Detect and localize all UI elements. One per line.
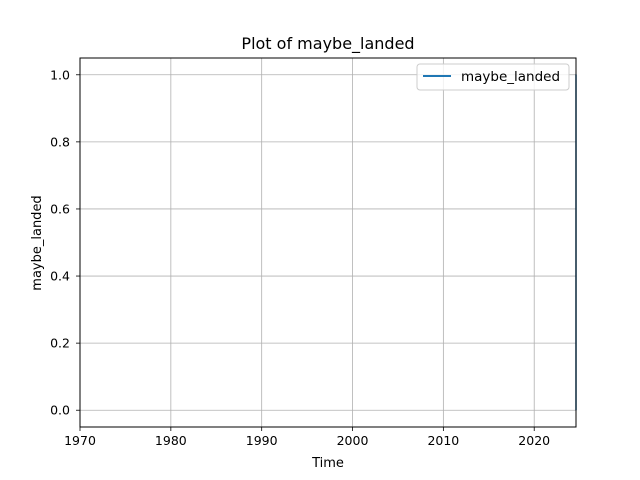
- legend: maybe_landed: [416, 63, 570, 91]
- y-tick-label: 0.6: [50, 201, 70, 216]
- x-tick-label: 1990: [246, 433, 278, 448]
- grid-layer: [79, 58, 576, 427]
- plot-frame: [79, 57, 577, 428]
- legend-box: [416, 63, 570, 91]
- x-axis-label: Time: [311, 456, 344, 471]
- y-tick-label: 0.0: [50, 403, 70, 418]
- legend-label: maybe_landed: [461, 69, 560, 85]
- y-tick-label: 0.8: [50, 134, 70, 149]
- y-tick-label: 0.2: [50, 336, 70, 351]
- y-tick-label: 0.4: [50, 269, 70, 284]
- x-tick-label: 2020: [518, 433, 550, 448]
- y-tick-label: 1.0: [50, 67, 70, 82]
- tick-layer: 1970 1980 1990 2000 2010 2020 0.0 0.2 0.4 0.6 0.8 1…: [50, 67, 550, 448]
- y-axis-label: maybe_landed: [30, 195, 45, 290]
- x-tick-label: 1980: [155, 433, 187, 448]
- chart-title: Plot of maybe_landed: [241, 34, 414, 54]
- x-tick-label: 2010: [427, 433, 459, 448]
- x-tick-label: 1970: [64, 433, 96, 448]
- x-tick-label: 2000: [337, 433, 369, 448]
